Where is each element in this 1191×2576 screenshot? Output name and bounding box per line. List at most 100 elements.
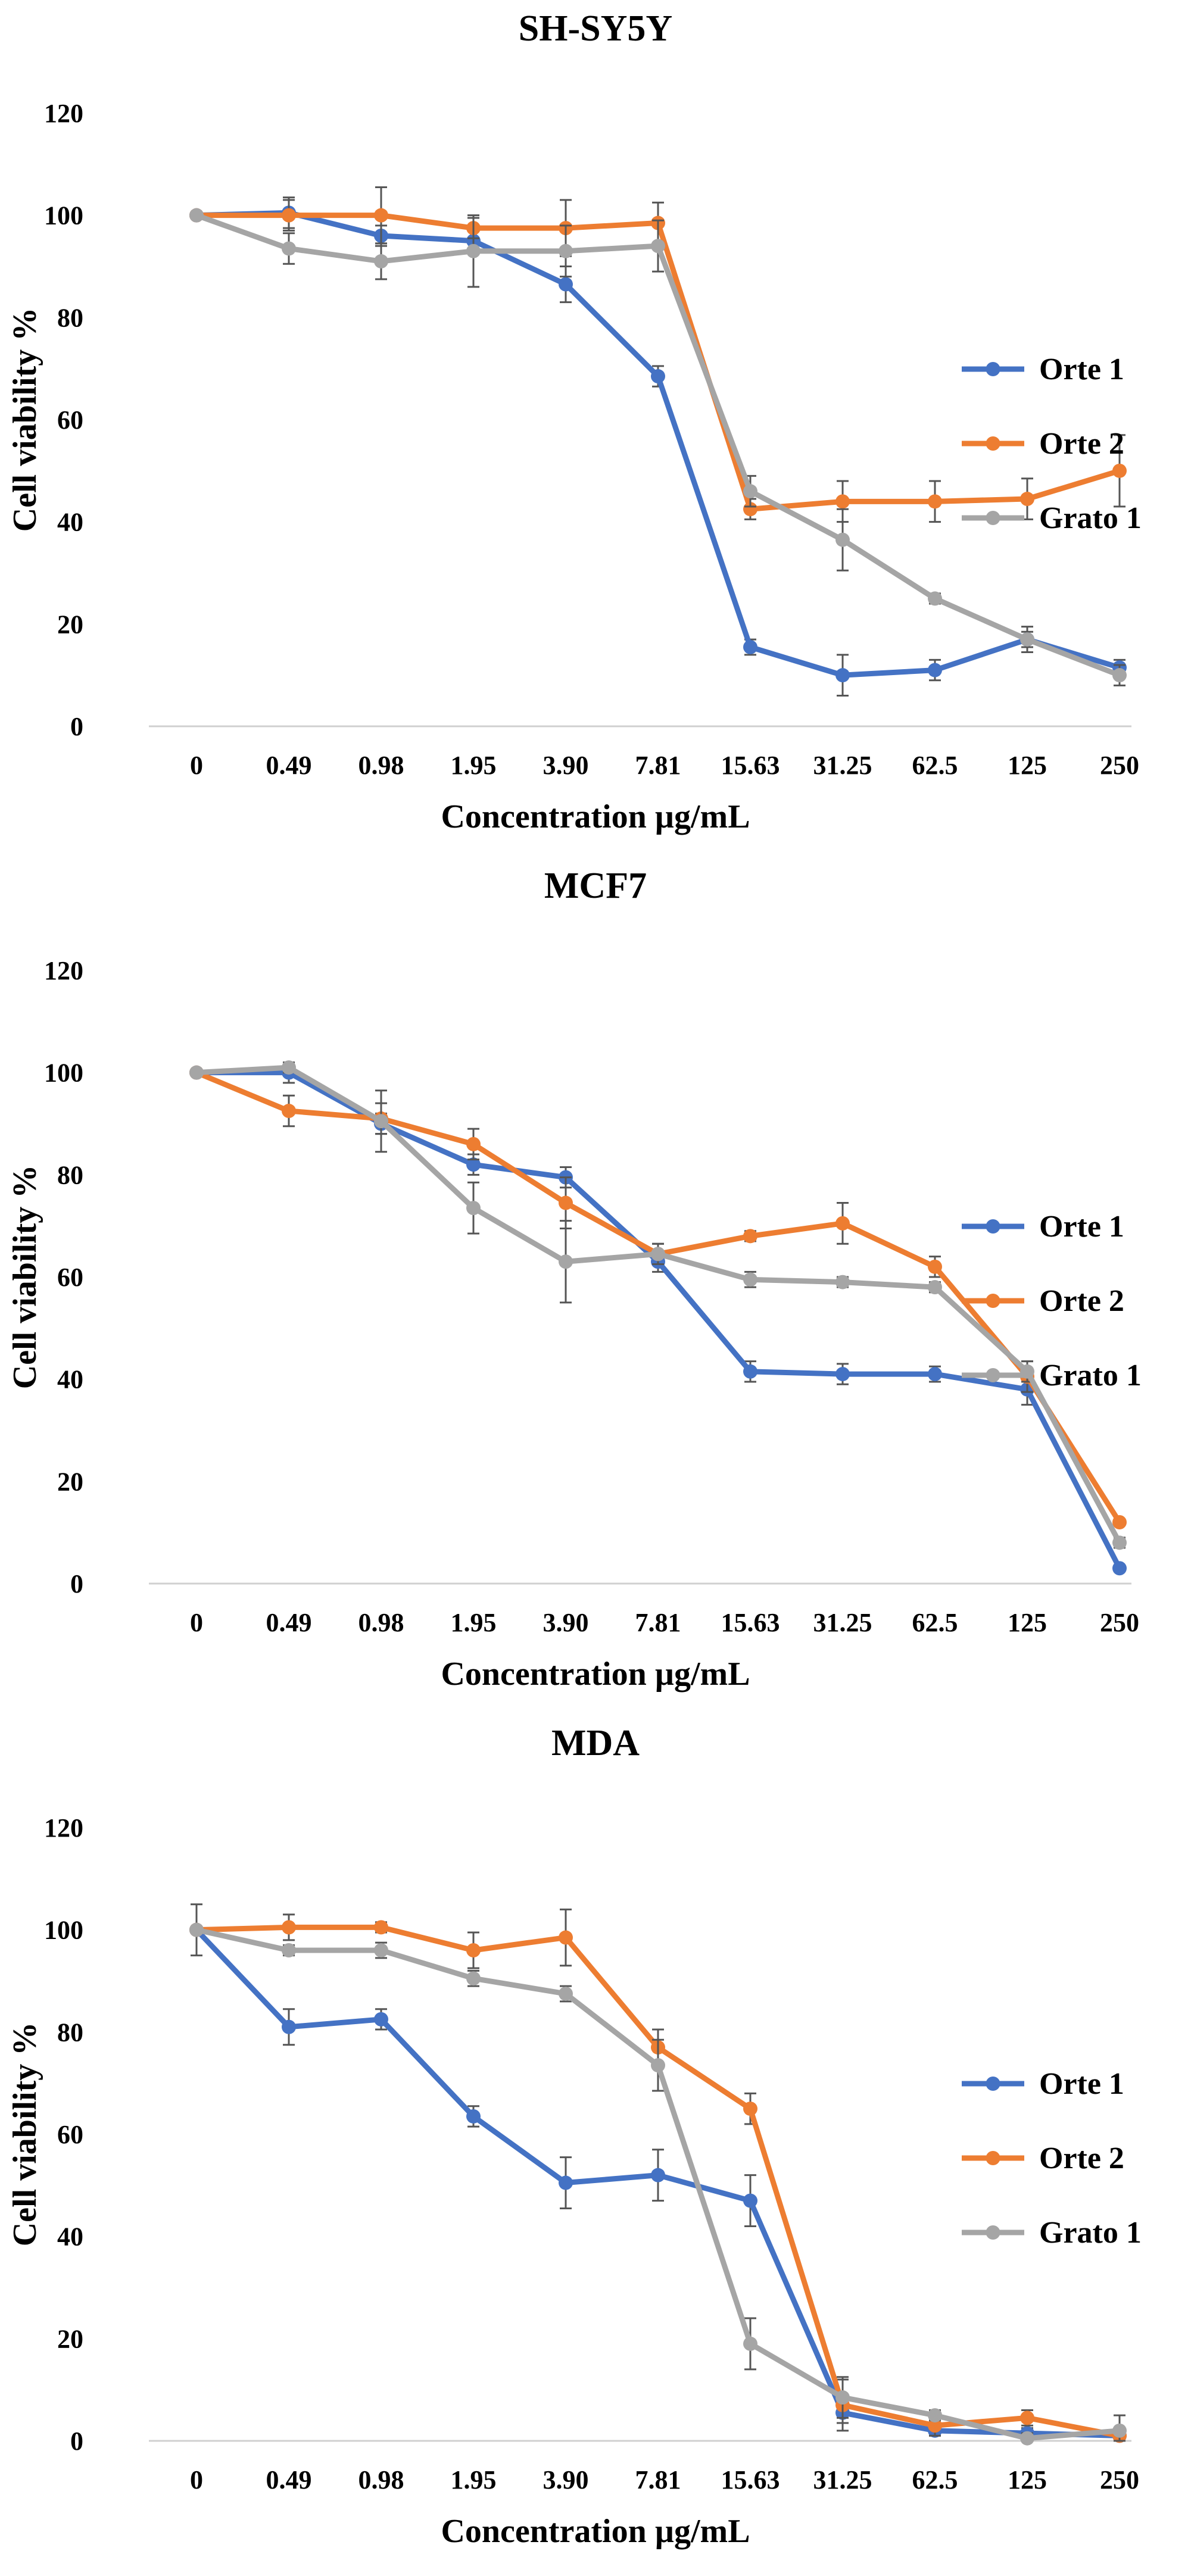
x-tick-label: 62.5 bbox=[912, 2465, 958, 2494]
x-tick-label: 1.95 bbox=[451, 751, 497, 780]
data-point bbox=[835, 494, 850, 509]
x-tick-label: 3.90 bbox=[543, 2465, 589, 2494]
data-point bbox=[743, 502, 757, 517]
series-orte-2 bbox=[189, 1065, 1127, 1529]
chart-title: MDA bbox=[551, 1723, 640, 1763]
y-tick-label: 40 bbox=[57, 508, 83, 537]
data-point bbox=[189, 1922, 204, 1937]
y-tick-label: 60 bbox=[57, 1263, 83, 1292]
x-tick-label: 0 bbox=[190, 1608, 203, 1637]
x-tick-label: 15.63 bbox=[721, 751, 780, 780]
legend-label: Orte 2 bbox=[1039, 427, 1124, 461]
x-tick-label: 3.90 bbox=[543, 751, 589, 780]
legend-label: Grato 1 bbox=[1039, 501, 1142, 535]
legend-marker bbox=[986, 436, 1000, 451]
x-tick-label: 15.63 bbox=[721, 1608, 780, 1637]
data-point bbox=[1112, 668, 1127, 683]
data-point bbox=[1112, 1535, 1127, 1550]
data-point bbox=[1112, 463, 1127, 478]
y-tick-label: 120 bbox=[44, 1813, 83, 1843]
data-point bbox=[374, 1943, 388, 1957]
data-point bbox=[282, 2019, 296, 2034]
chart-mda: MDA 0 20 40 60 80 100 120 0 0.49 0.98 1.95 3.90 7.81 1… bbox=[7, 1723, 1142, 2550]
data-point bbox=[466, 1157, 481, 1172]
data-point bbox=[374, 208, 388, 223]
data-point bbox=[282, 241, 296, 256]
data-point bbox=[928, 2408, 942, 2423]
series-line bbox=[196, 1064, 1122, 1544]
data-point bbox=[835, 1367, 850, 1382]
y-tick-label: 20 bbox=[57, 2324, 83, 2353]
data-point bbox=[374, 254, 388, 268]
data-point bbox=[189, 1065, 204, 1080]
x-tick-label: 7.81 bbox=[635, 2465, 681, 2494]
data-point bbox=[282, 1943, 296, 1957]
data-point bbox=[559, 1254, 573, 1269]
x-tick-label: 15.63 bbox=[721, 2465, 780, 2494]
legend-marker bbox=[986, 511, 1000, 525]
data-point bbox=[651, 369, 665, 384]
y-tick-label: 60 bbox=[57, 2120, 83, 2149]
data-point bbox=[466, 1971, 481, 1986]
data-point bbox=[928, 663, 942, 677]
data-point bbox=[835, 2390, 850, 2405]
data-point bbox=[1020, 2431, 1034, 2446]
x-tick-label: 0.49 bbox=[266, 2465, 312, 2494]
legend-marker bbox=[986, 2151, 1000, 2165]
data-point bbox=[559, 1195, 573, 1210]
legend-label: Orte 1 bbox=[1039, 352, 1124, 386]
chart-title: MCF7 bbox=[544, 866, 647, 906]
data-point bbox=[743, 639, 757, 654]
data-point bbox=[559, 1986, 573, 2001]
x-tick-label: 7.81 bbox=[635, 1608, 681, 1637]
series-orte-1 bbox=[189, 1903, 1127, 2443]
x-tick-label: 125 bbox=[1008, 2465, 1047, 2494]
x-tick-label: 1.95 bbox=[451, 1608, 497, 1637]
data-point bbox=[466, 1943, 481, 1957]
legend-label: Grato 1 bbox=[1039, 2216, 1142, 2250]
legend-label: Orte 1 bbox=[1039, 1210, 1124, 1244]
data-point bbox=[743, 2193, 757, 2208]
x-tick-label: 250 bbox=[1100, 1608, 1139, 1637]
x-tick-label: 125 bbox=[1008, 1608, 1047, 1637]
x-tick-label: 0.98 bbox=[358, 2465, 404, 2494]
x-tick-label: 125 bbox=[1008, 751, 1047, 780]
data-point bbox=[835, 668, 850, 683]
legend-marker bbox=[986, 2077, 1000, 2091]
data-point bbox=[1020, 492, 1034, 507]
data-point bbox=[743, 1364, 757, 1379]
y-tick-label: 40 bbox=[57, 1365, 83, 1394]
x-tick-label: 31.25 bbox=[813, 1608, 872, 1637]
data-point bbox=[651, 239, 665, 254]
data-point bbox=[559, 277, 573, 292]
y-tick-label: 0 bbox=[70, 2427, 83, 2456]
x-tick-label: 250 bbox=[1100, 2465, 1139, 2494]
y-tick-label: 100 bbox=[44, 1058, 83, 1088]
data-point bbox=[835, 1216, 850, 1231]
legend-label: Orte 2 bbox=[1039, 1284, 1124, 1318]
data-point bbox=[1112, 1515, 1127, 1529]
legend-marker bbox=[986, 362, 1000, 376]
chart-title: SH-SY5Y bbox=[519, 8, 672, 49]
x-tick-label: 0 bbox=[190, 2465, 203, 2494]
data-point bbox=[466, 1201, 481, 1216]
y-tick-label: 120 bbox=[44, 99, 83, 128]
data-point bbox=[1020, 2410, 1034, 2425]
series-grato-1 bbox=[189, 208, 1127, 686]
data-point bbox=[466, 1136, 481, 1151]
data-point bbox=[651, 2058, 665, 2073]
legend-marker bbox=[986, 2225, 1000, 2240]
x-tick-label: 0.49 bbox=[266, 751, 312, 780]
x-tick-label: 1.95 bbox=[451, 2465, 497, 2494]
y-axis-title: Cell viability % bbox=[7, 1165, 43, 1389]
x-tick-label: 0.49 bbox=[266, 1608, 312, 1637]
y-tick-label: 20 bbox=[57, 610, 83, 639]
chart-sh-sy5y: SH-SY5Y 0 20 40 60 80 100 120 0 0.49 0.98 1.95 3.90 7… bbox=[7, 8, 1142, 835]
data-point bbox=[282, 1104, 296, 1119]
data-point bbox=[835, 532, 850, 547]
x-tick-label: 0.98 bbox=[358, 1608, 404, 1637]
data-point bbox=[374, 1114, 388, 1129]
series-orte-1 bbox=[189, 1061, 1127, 1576]
